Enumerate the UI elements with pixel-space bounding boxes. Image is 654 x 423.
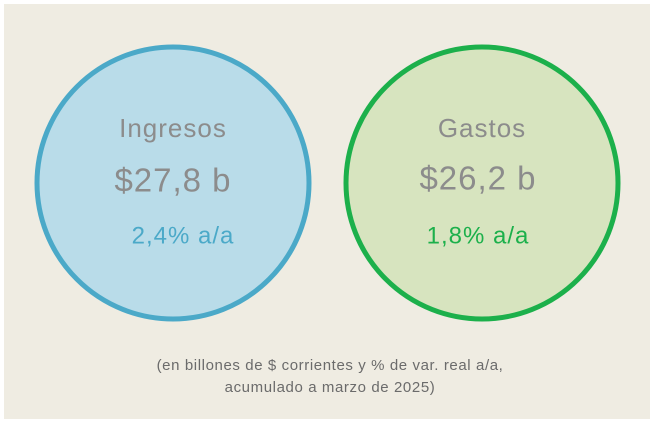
footnote-line: (en billones de $ corrientes y % de var.… [157,357,504,374]
circle [343,44,621,322]
card-change: 1,8% a/a [427,222,530,249]
card-amount: $26,2 b [419,160,536,197]
card-amount: $27,8 b [114,162,231,199]
footnote-line: acumulado a marzo de 2025) [225,379,436,396]
card-gastos: Gastos $26,2 b 1,8% a/a [343,44,621,322]
circle [34,44,312,322]
card-ingresos: Ingresos $27,8 b 2,4% a/a [34,44,312,322]
card-change: 2,4% a/a [132,222,235,249]
card-label: Gastos [438,113,526,143]
card-label: Ingresos [119,113,227,143]
